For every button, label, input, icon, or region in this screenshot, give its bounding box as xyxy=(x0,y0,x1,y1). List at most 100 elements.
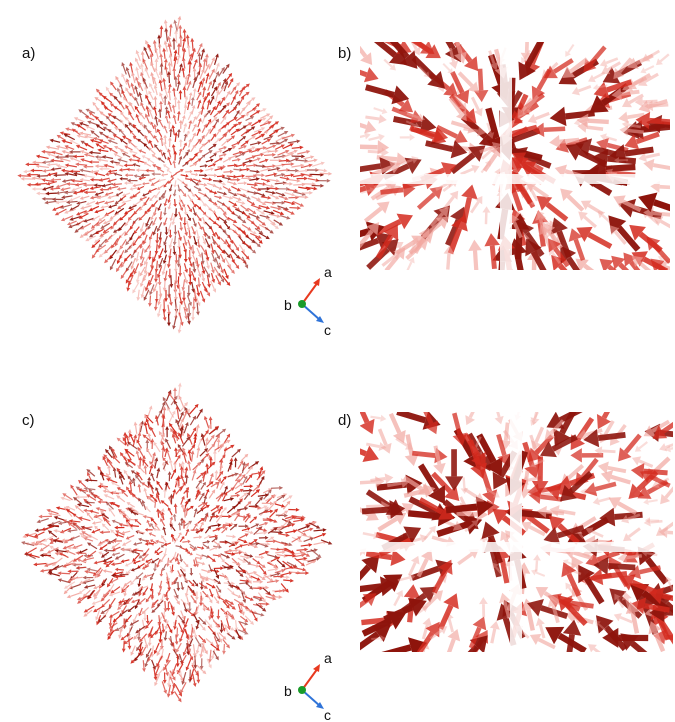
spin-arrow xyxy=(195,257,200,269)
spin-arrow xyxy=(249,110,261,118)
spin-arrow xyxy=(234,544,244,550)
spin-arrow xyxy=(86,550,97,558)
spin-arrow xyxy=(191,469,197,481)
spin-arrow xyxy=(258,232,270,240)
spin-arrow xyxy=(112,539,123,543)
spin-arrow xyxy=(362,531,380,540)
spin-arrow xyxy=(145,216,151,228)
spin-arrow xyxy=(213,212,220,221)
spin-arrow xyxy=(98,614,107,623)
spin-arrow xyxy=(132,154,141,160)
spin-arrow xyxy=(187,100,191,111)
spin-arrow xyxy=(243,484,254,489)
spin-arrow xyxy=(178,432,184,445)
spin-arrow xyxy=(301,190,313,195)
spin-arrow xyxy=(161,413,166,426)
spin-arrow xyxy=(156,646,163,657)
spin-arrow xyxy=(178,34,183,47)
spin-arrow xyxy=(82,575,94,580)
spin-arrow xyxy=(130,566,140,572)
spin-arrow xyxy=(147,432,152,445)
spin-arrow xyxy=(264,184,275,188)
spin-arrow xyxy=(270,222,279,230)
spin-arrow xyxy=(246,182,259,187)
spin-arrow xyxy=(150,438,155,450)
spin-arrow xyxy=(277,149,290,156)
spin-arrow xyxy=(277,510,289,518)
spin-arrow xyxy=(232,561,241,566)
spin-arrow xyxy=(163,244,168,254)
spin-arrow xyxy=(157,275,162,286)
spin-arrow xyxy=(180,598,187,606)
spin-arrow xyxy=(47,530,58,538)
spin-closeup-image-b xyxy=(360,42,670,270)
spin-arrow xyxy=(229,86,237,95)
spin-arrow xyxy=(151,605,160,614)
spin-arrow xyxy=(150,426,157,438)
spin-arrow xyxy=(375,213,413,236)
spin-arrow xyxy=(195,423,200,435)
spin-arrow xyxy=(360,441,379,463)
spin-arrow xyxy=(210,243,215,255)
spin-arrow xyxy=(269,508,279,518)
spin-arrow xyxy=(105,501,114,510)
spin-arrow xyxy=(168,53,173,67)
spin-arrow xyxy=(206,658,212,669)
spin-arrow xyxy=(240,605,245,616)
spin-arrow xyxy=(370,414,387,422)
spin-arrow xyxy=(228,117,238,124)
spin-arrow xyxy=(269,193,280,200)
spin-arrow xyxy=(152,200,159,208)
spin-arrow xyxy=(169,523,176,532)
spin-arrow xyxy=(167,256,171,269)
spin-arrow xyxy=(187,585,195,594)
spin-arrow xyxy=(112,467,117,478)
spin-arrow xyxy=(137,185,145,191)
spin-arrow xyxy=(228,584,240,589)
spin-arrow xyxy=(298,524,311,531)
spin-arrow xyxy=(122,192,131,197)
spin-arrow xyxy=(93,589,101,600)
spin-arrow xyxy=(64,163,78,168)
spin-arrow xyxy=(263,135,274,141)
spin-arrow xyxy=(219,104,227,113)
spin-arrow xyxy=(360,222,380,249)
spin-arrow xyxy=(77,488,89,492)
spin-arrow xyxy=(201,554,210,559)
spin-arrow xyxy=(268,186,280,191)
spin-arrow xyxy=(244,530,254,535)
spin-arrow xyxy=(263,574,274,582)
spin-arrow xyxy=(261,501,274,506)
spin-arrow xyxy=(98,250,107,258)
spin-arrow xyxy=(189,415,197,426)
spin-arrow xyxy=(217,191,228,196)
spin-arrow xyxy=(270,572,281,577)
spin-arrow xyxy=(256,199,267,206)
spin-arrow xyxy=(85,235,96,242)
spin-arrow xyxy=(194,461,201,471)
spin-arrow xyxy=(117,602,126,611)
spin-arrow xyxy=(221,514,232,519)
spin-arrow xyxy=(194,637,202,648)
spin-arrow xyxy=(104,234,113,244)
spin-arrow xyxy=(227,460,233,472)
spin-arrow xyxy=(364,84,410,105)
spin-arrow xyxy=(191,153,198,161)
spin-arrow xyxy=(75,144,88,151)
spin-arrow xyxy=(172,245,177,256)
spin-arrow xyxy=(93,494,103,501)
spin-arrow xyxy=(239,107,245,116)
spin-arrow xyxy=(562,559,577,567)
spin-arrow xyxy=(257,505,268,511)
spin-arrow xyxy=(634,441,648,452)
spin-arrow xyxy=(42,535,54,542)
spin-arrow xyxy=(123,253,132,262)
spin-arrow xyxy=(236,200,246,205)
spin-arrow xyxy=(137,129,145,137)
spin-arrow xyxy=(539,434,578,458)
spin-arrow xyxy=(196,664,207,675)
spin-arrow xyxy=(235,569,244,578)
spin-arrow xyxy=(143,197,150,207)
spin-arrow xyxy=(154,58,159,71)
spin-arrow xyxy=(448,47,459,70)
